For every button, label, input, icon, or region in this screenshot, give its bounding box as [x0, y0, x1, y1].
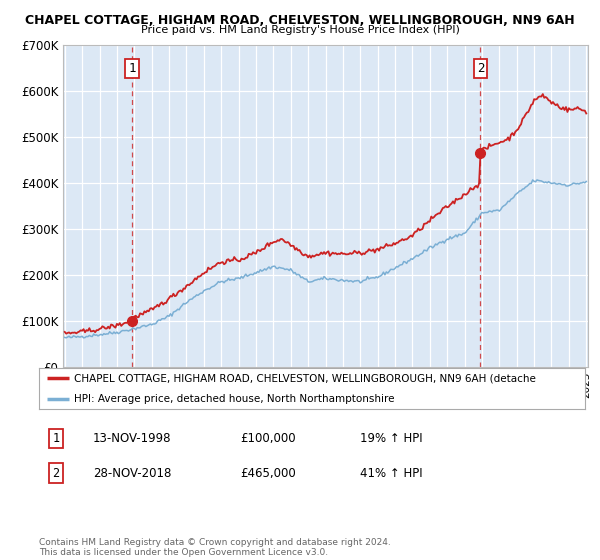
Text: Price paid vs. HM Land Registry's House Price Index (HPI): Price paid vs. HM Land Registry's House … [140, 25, 460, 35]
Text: 2: 2 [476, 62, 484, 75]
Text: 41% ↑ HPI: 41% ↑ HPI [360, 466, 422, 480]
Text: 2: 2 [52, 466, 59, 480]
Text: £100,000: £100,000 [240, 432, 296, 445]
Text: HPI: Average price, detached house, North Northamptonshire: HPI: Average price, detached house, Nort… [74, 394, 395, 404]
Text: CHAPEL COTTAGE, HIGHAM ROAD, CHELVESTON, WELLINGBOROUGH, NN9 6AH (detache: CHAPEL COTTAGE, HIGHAM ROAD, CHELVESTON,… [74, 373, 536, 383]
Text: 28-NOV-2018: 28-NOV-2018 [93, 466, 172, 480]
Text: 1: 1 [52, 432, 59, 445]
Text: £465,000: £465,000 [240, 466, 296, 480]
Text: CHAPEL COTTAGE, HIGHAM ROAD, CHELVESTON, WELLINGBOROUGH, NN9 6AH: CHAPEL COTTAGE, HIGHAM ROAD, CHELVESTON,… [25, 14, 575, 27]
Text: 19% ↑ HPI: 19% ↑ HPI [360, 432, 422, 445]
Text: Contains HM Land Registry data © Crown copyright and database right 2024.
This d: Contains HM Land Registry data © Crown c… [39, 538, 391, 557]
Text: 13-NOV-1998: 13-NOV-1998 [93, 432, 172, 445]
Text: 1: 1 [128, 62, 136, 75]
